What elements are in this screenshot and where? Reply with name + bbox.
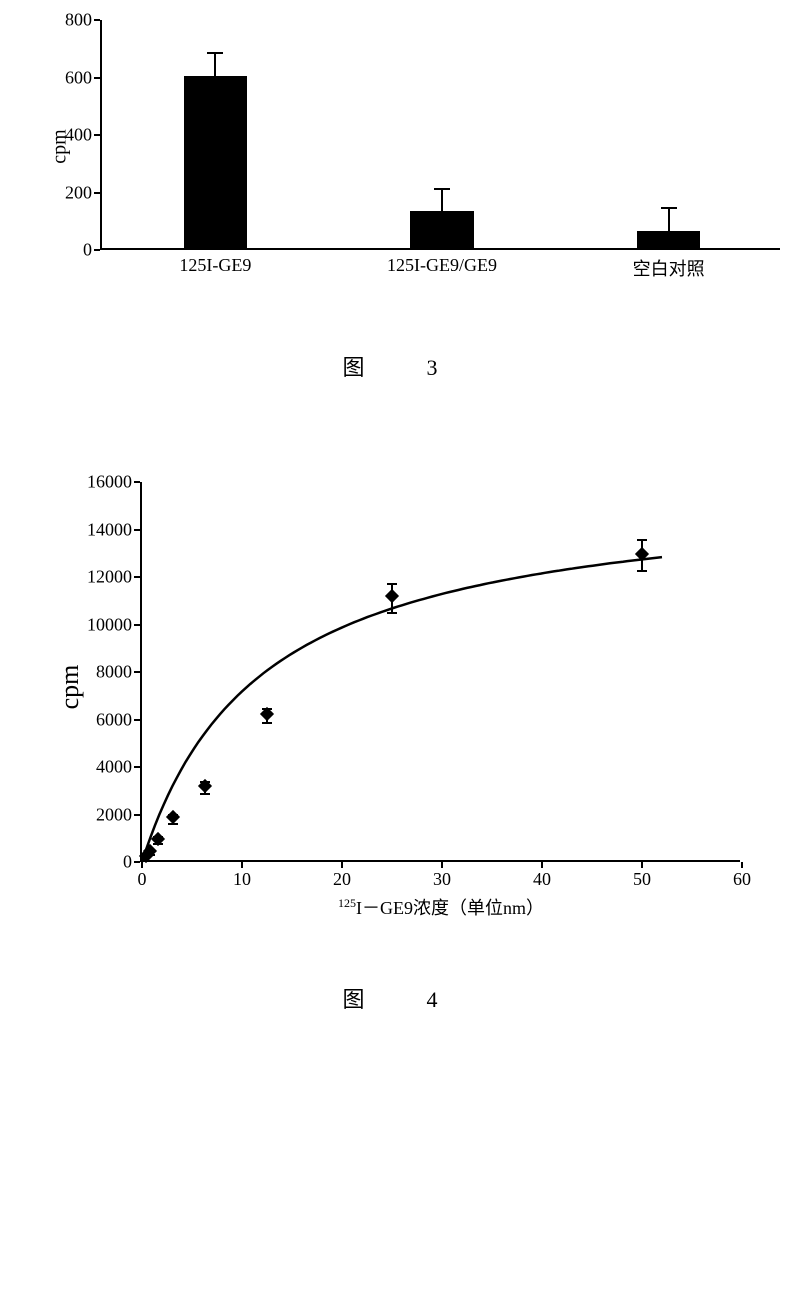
x-tick	[741, 862, 743, 868]
figure-4-container: cpm 125I－GE9浓度（单位nm） 0200040006000800010…	[40, 482, 760, 1014]
bar	[184, 76, 247, 249]
y-tick-label: 4000	[72, 757, 132, 778]
y-tick	[134, 481, 140, 483]
y-tick	[134, 529, 140, 531]
x-tick-label: 60	[733, 869, 751, 890]
y-tick	[134, 576, 140, 578]
x-tick	[141, 862, 143, 868]
error-cap	[200, 793, 210, 795]
y-tick-label: 14000	[72, 519, 132, 540]
x-tick-label: 125I-GE9/GE9	[387, 255, 497, 276]
y-tick-label: 800	[47, 10, 92, 31]
y-tick-label: 2000	[72, 804, 132, 825]
scatter-chart-area: cpm 125I－GE9浓度（单位nm） 0200040006000800010…	[40, 482, 760, 942]
error-cap	[262, 722, 272, 724]
x-tick-label: 125I-GE9	[179, 255, 251, 276]
x-tick-label: 空白对照	[633, 255, 705, 281]
fig4-x-title: 125I－GE9浓度（单位nm）	[338, 894, 544, 920]
error-bar	[214, 53, 216, 76]
y-tick-label: 6000	[72, 709, 132, 730]
error-cap	[637, 570, 647, 572]
fig4-x-main: I－GE9浓度（单位nm）	[356, 898, 544, 918]
x-tick-label: 40	[533, 869, 551, 890]
bar	[410, 211, 473, 248]
x-tick	[241, 862, 243, 868]
figure-3-container: cpm 0200400600800125I-GE9125I-GE9/GE9空白对…	[40, 20, 760, 382]
y-tick-label: 10000	[72, 614, 132, 635]
error-cap	[434, 188, 450, 190]
y-tick-label: 8000	[72, 662, 132, 683]
bar-chart-area: cpm 0200400600800125I-GE9125I-GE9/GE9空白对…	[40, 20, 760, 310]
y-tick-label: 200	[47, 182, 92, 203]
error-cap	[661, 207, 677, 209]
y-tick-label: 600	[47, 67, 92, 88]
error-cap	[387, 583, 397, 585]
x-tick	[541, 862, 543, 868]
y-tick-label: 16000	[72, 472, 132, 493]
y-tick	[134, 719, 140, 721]
y-tick-label: 0	[47, 240, 92, 261]
y-tick-label: 400	[47, 125, 92, 146]
error-cap	[637, 539, 647, 541]
x-tick-label: 30	[433, 869, 451, 890]
figure-4-label: 图 4	[40, 982, 760, 1014]
x-tick-label: 20	[333, 869, 351, 890]
y-tick-label: 0	[72, 852, 132, 873]
x-tick	[341, 862, 343, 868]
y-tick	[94, 19, 100, 21]
bar-chart: 0200400600800125I-GE9125I-GE9/GE9空白对照	[100, 20, 780, 250]
y-tick	[134, 766, 140, 768]
fig4-x-sup: 125	[338, 896, 356, 910]
y-tick	[134, 624, 140, 626]
y-tick	[94, 134, 100, 136]
x-tick-label: 10	[233, 869, 251, 890]
figure-3-label: 图 3	[40, 350, 760, 382]
error-bar	[668, 208, 670, 231]
bar	[637, 231, 700, 248]
y-tick-label: 12000	[72, 567, 132, 588]
x-tick	[441, 862, 443, 868]
x-tick-label: 0	[138, 869, 147, 890]
error-bar	[441, 189, 443, 211]
y-tick	[134, 814, 140, 816]
error-cap	[207, 52, 223, 54]
x-tick	[641, 862, 643, 868]
y-tick	[94, 249, 100, 251]
y-tick	[134, 671, 140, 673]
scatter-chart: 125I－GE9浓度（单位nm） 02000400060008000100001…	[140, 482, 740, 862]
x-tick-label: 50	[633, 869, 651, 890]
y-tick	[94, 192, 100, 194]
error-cap	[387, 612, 397, 614]
y-tick	[94, 77, 100, 79]
y-tick	[134, 861, 140, 863]
fit-curve	[142, 482, 742, 862]
